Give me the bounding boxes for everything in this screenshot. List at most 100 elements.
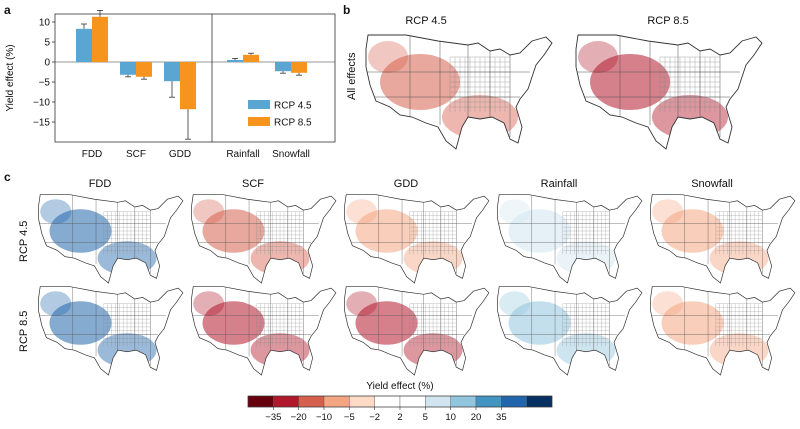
us-map-outline	[344, 194, 490, 284]
effect-region	[499, 199, 531, 225]
colorbar: −35 −20 −10 −5 −2 2 5 10 20 35	[247, 395, 553, 423]
map-snowfall-rcp45	[650, 194, 796, 284]
us-map-outline	[650, 194, 796, 284]
colorbar-swatch	[273, 395, 299, 408]
x-tick-label-snowfall: Snowfall	[272, 149, 310, 160]
colorbar-swatch	[298, 395, 325, 408]
y-tick-label: 0	[44, 58, 50, 69]
panel-c-row-rcp45: RCP 4.5	[18, 220, 30, 262]
colorbar-swatch	[323, 395, 350, 408]
y-tick-label: 5	[44, 38, 50, 49]
panel-label-a: a	[4, 3, 11, 17]
map-rainfall-rcp85	[497, 286, 643, 376]
colorbar-tick-label: 2	[397, 412, 402, 423]
panel-c-row-rcp85: RCP 8.5	[18, 310, 30, 352]
us-map-outline	[365, 34, 553, 150]
map-scf-rcp45	[191, 194, 337, 284]
colorbar-swatch	[526, 395, 553, 408]
colorbar-tick-label: −10	[316, 412, 332, 423]
us-map-outline	[650, 286, 796, 376]
x-tick-label-fdd: FDD	[82, 149, 103, 160]
us-map-outline	[38, 194, 184, 284]
panel-c-col-rainfall: Rainfall	[540, 178, 578, 190]
panel-b-row-label: All effects	[346, 52, 358, 101]
colorbar-swatch	[501, 395, 527, 408]
colorbar-tick-label: 35	[496, 412, 507, 423]
bar-scf-rcp45	[120, 62, 136, 75]
plot-frame	[54, 13, 336, 143]
bar-rainfall-rcp85	[243, 54, 259, 62]
y-tick-label: −15	[33, 118, 50, 129]
us-map-outline	[497, 286, 643, 376]
panel-b-title-rcp45: RCP 4.5	[405, 15, 447, 27]
map-scf-rcp85	[191, 286, 337, 376]
panel-b-title-rcp85: RCP 8.5	[647, 15, 689, 27]
effect-region	[40, 199, 72, 225]
y-tick-label: −10	[33, 98, 50, 109]
us-map-outline	[344, 286, 490, 376]
map-fdd-rcp85	[38, 286, 184, 376]
colorbar-swatch	[247, 395, 274, 408]
panel-label-c: c	[4, 170, 11, 184]
colorbar-swatch	[374, 395, 401, 408]
colorbar-tick-label: 20	[471, 412, 482, 423]
effect-region	[346, 291, 378, 317]
panel-c-col-snowfall: Snowfall	[691, 178, 733, 190]
colorbar-tick-label: −5	[344, 412, 355, 423]
colorbar-tick-label: −35	[265, 412, 281, 423]
bar-fdd-rcp45	[76, 28, 92, 62]
colorbar-swatch	[475, 395, 502, 408]
map-rainfall-rcp45	[497, 194, 643, 284]
bar-rainfall-rcp45	[227, 60, 243, 62]
colorbar-tick-label: −20	[291, 412, 307, 423]
legend-swatch	[248, 100, 270, 109]
panel-c-col-scf: SCF	[242, 178, 264, 190]
us-map-outline	[38, 286, 184, 376]
panel-label-b: b	[343, 3, 351, 17]
effect-region	[652, 291, 684, 317]
map-gdd-rcp85	[344, 286, 490, 376]
x-tick-label-scf: SCF	[126, 149, 146, 160]
colorbar-swatch	[450, 395, 477, 408]
map-all-effects-rcp45	[365, 34, 553, 150]
legend-label: RCP 8.5	[274, 118, 312, 129]
bar-snowfall-rcp45	[275, 62, 291, 72]
panel-c-col-gdd: GDD	[393, 178, 419, 190]
x-tick-label-rainfall: Rainfall	[226, 149, 259, 160]
map-gdd-rcp45	[344, 194, 490, 284]
colorbar-tick-label: 10	[445, 412, 456, 423]
legend-label: RCP 4.5	[274, 101, 312, 112]
x-tick-label-gdd: GDD	[169, 149, 191, 160]
y-tick-label: −5	[39, 78, 51, 89]
effect-region	[193, 291, 225, 317]
effect-region	[193, 199, 225, 225]
bar-snowfall-rcp85	[291, 62, 307, 73]
bar-fdd-rcp85	[92, 16, 108, 62]
y-axis-label: Yield effect (%)	[5, 44, 16, 111]
colorbar-tick-label: 5	[423, 412, 428, 423]
bar-scf-rcp85	[136, 62, 152, 77]
effect-region	[368, 41, 408, 73]
bar-chart: 10 5 0 −5 −10 −15 Yield effect (%) FDD SCF GDD Rai…	[5, 9, 336, 160]
colorbar-tick-label: −2	[369, 412, 380, 423]
us-map-outline	[191, 194, 337, 284]
us-map-outline	[575, 34, 763, 150]
map-snowfall-rcp85	[650, 286, 796, 376]
bar-gdd-rcp85	[180, 62, 196, 110]
us-map-outline	[191, 286, 337, 376]
effect-region	[346, 199, 378, 225]
colorbar-swatch	[425, 395, 451, 408]
bar-gdd-rcp45	[164, 62, 180, 82]
map-all-effects-rcp85	[575, 34, 763, 150]
panel-c-col-fdd: FDD	[88, 178, 112, 190]
effect-region	[578, 41, 618, 73]
effect-region	[40, 291, 72, 317]
map-fdd-rcp45	[38, 194, 184, 284]
legend-swatch	[248, 117, 270, 126]
effect-region	[652, 199, 684, 225]
effect-region	[499, 291, 531, 317]
us-map-outline	[497, 194, 643, 284]
colorbar-swatch	[349, 395, 375, 408]
colorbar-title: Yield effect (%)	[366, 381, 434, 392]
y-tick-label: 10	[39, 18, 51, 29]
